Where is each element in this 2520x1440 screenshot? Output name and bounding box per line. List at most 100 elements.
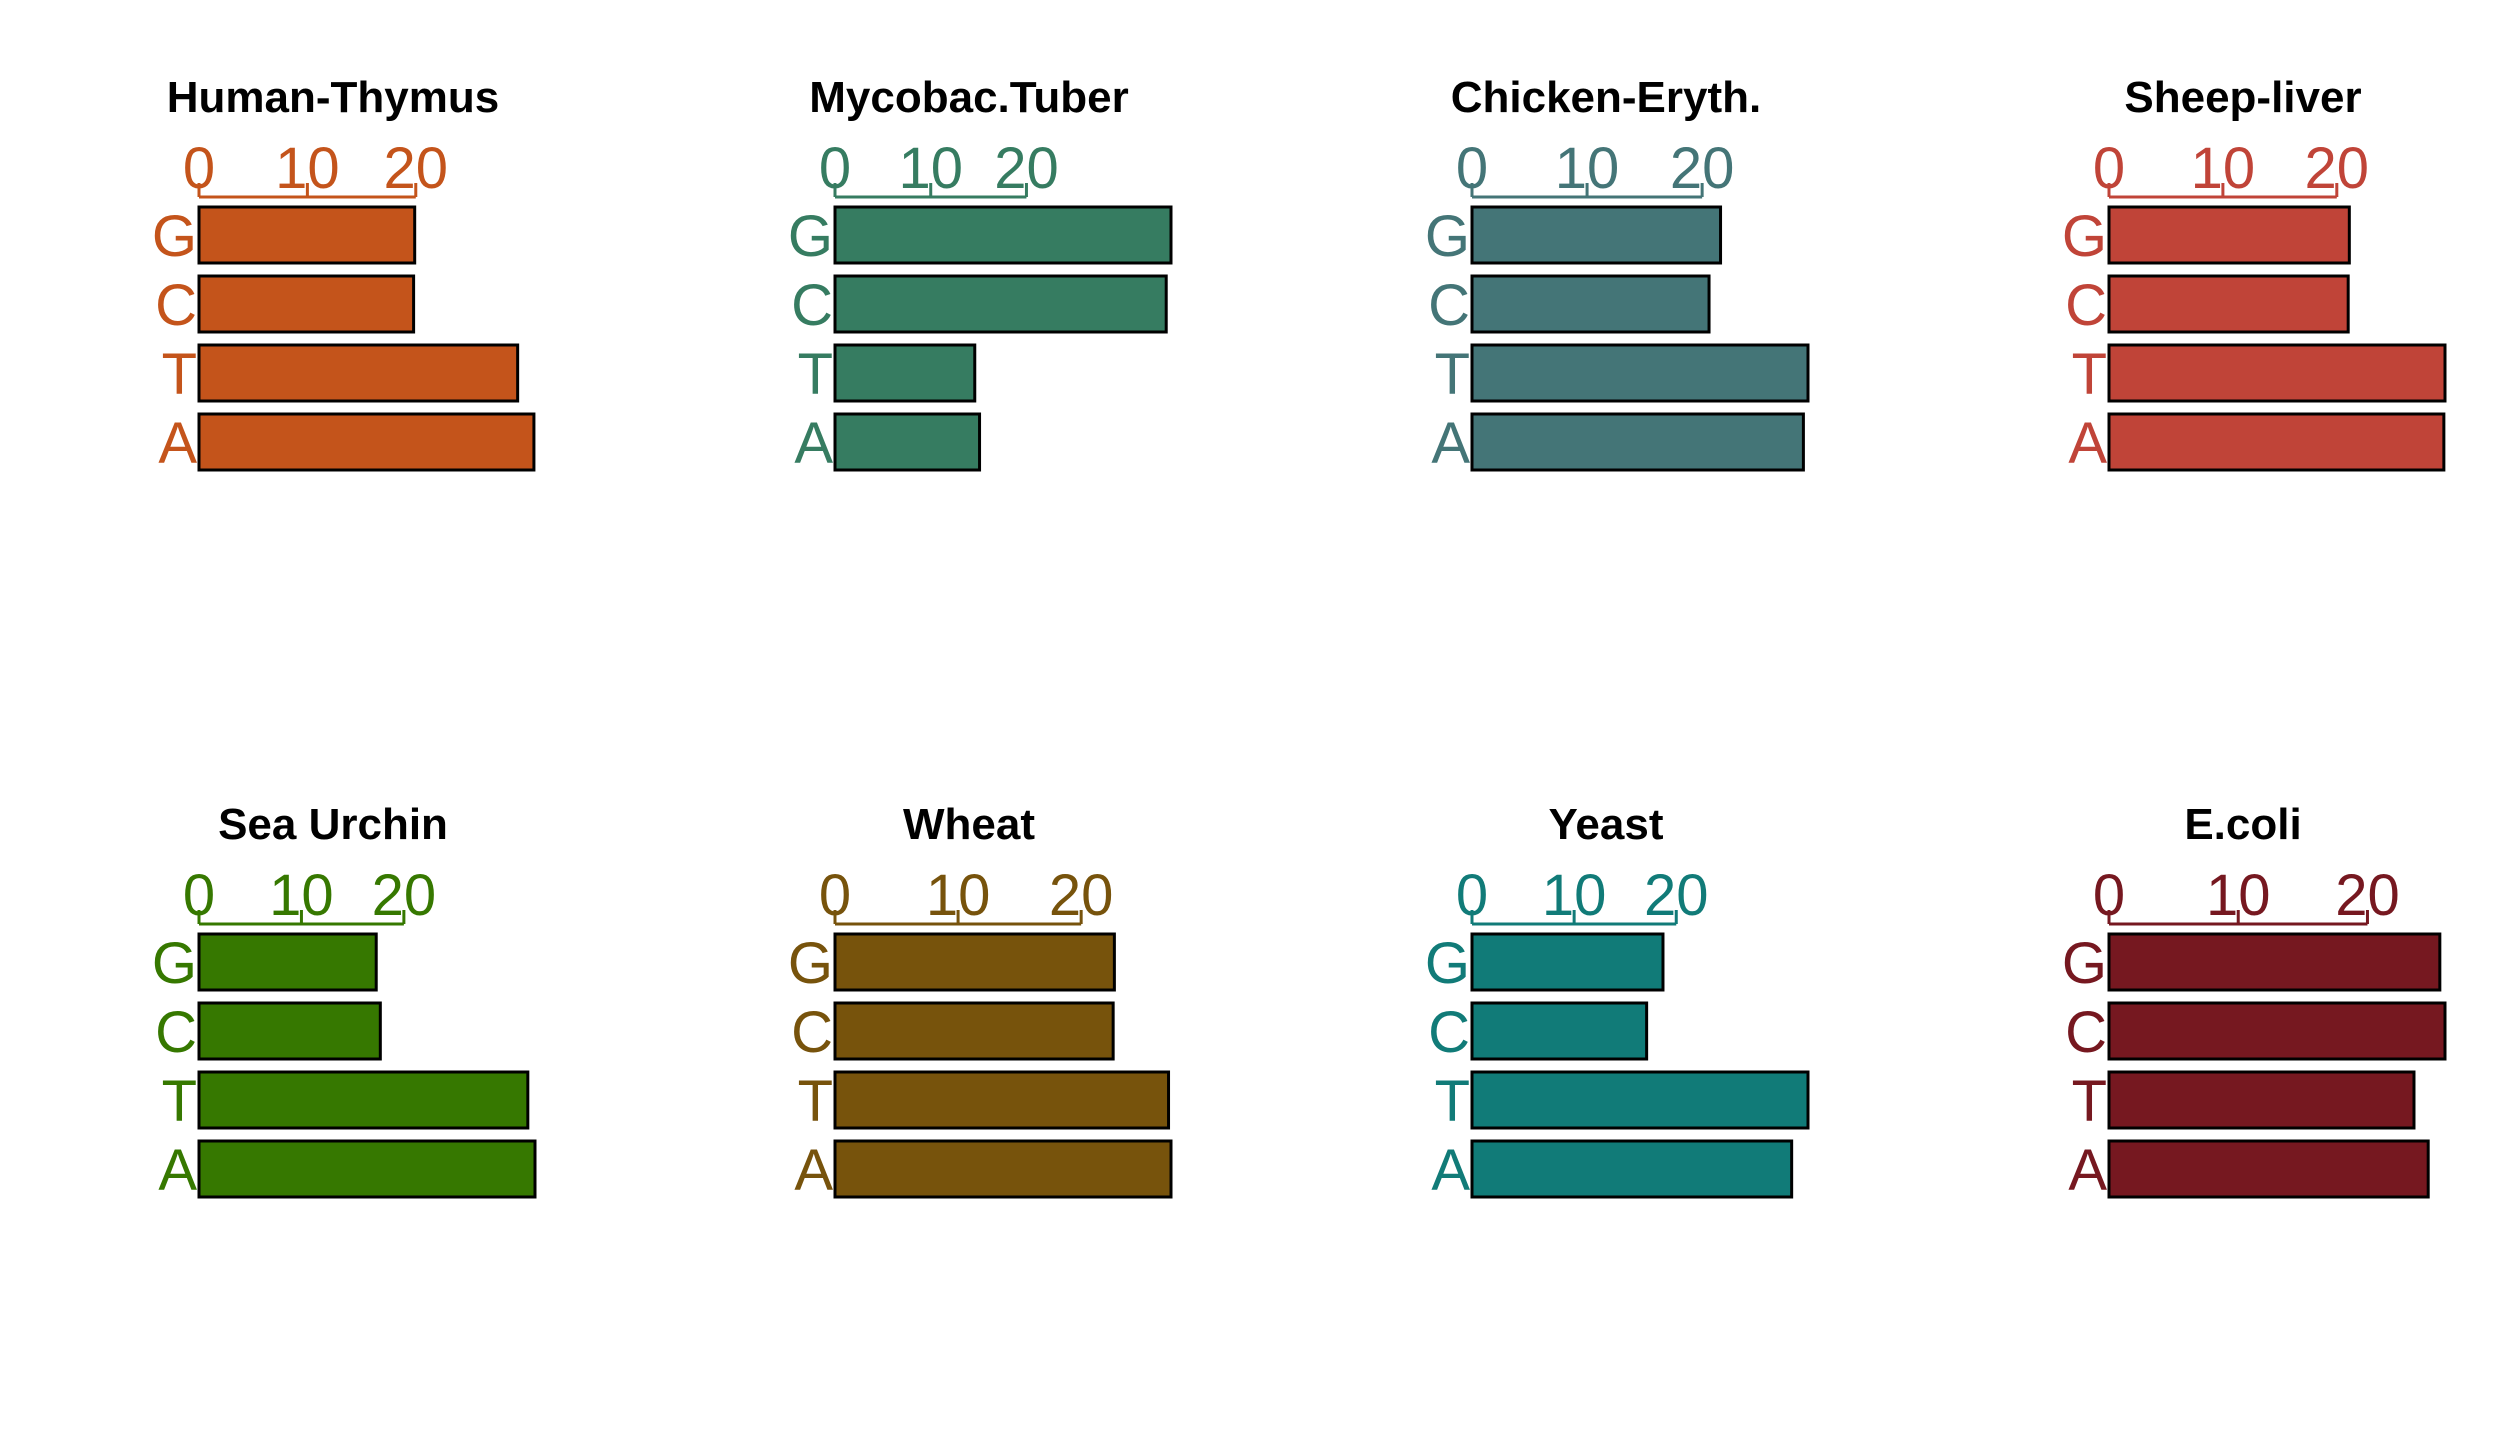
category-label: G bbox=[152, 931, 197, 996]
x-tick-label: 20 bbox=[994, 136, 1059, 201]
x-tick-label: 10 bbox=[2191, 136, 2256, 201]
x-tick-label: 0 bbox=[1456, 863, 1488, 928]
panel-title: Sheep-liver bbox=[2124, 73, 2361, 122]
bar bbox=[2107, 932, 2442, 992]
category-label: A bbox=[794, 1138, 833, 1203]
category-label: C bbox=[791, 273, 833, 338]
category-label: T bbox=[162, 342, 197, 407]
bar bbox=[2107, 412, 2446, 472]
bar bbox=[833, 1139, 1173, 1199]
category-label: A bbox=[1431, 1138, 1470, 1203]
category-label: T bbox=[798, 1069, 833, 1134]
bar bbox=[1470, 1070, 1810, 1130]
bar bbox=[197, 343, 520, 403]
panel-title: Wheat bbox=[903, 800, 1035, 849]
panel-title: Sea Urchin bbox=[218, 800, 448, 849]
bar bbox=[197, 1001, 382, 1061]
x-tick-label: 0 bbox=[2093, 136, 2125, 201]
category-label: A bbox=[794, 411, 833, 476]
bar bbox=[1470, 343, 1810, 403]
bar bbox=[833, 932, 1116, 992]
bar bbox=[1470, 205, 1723, 265]
bar bbox=[833, 1001, 1115, 1061]
panel-title: Mycobac.Tuber bbox=[809, 73, 1128, 122]
x-tick-label: 10 bbox=[275, 136, 340, 201]
category-label: A bbox=[2068, 1138, 2107, 1203]
x-tick-label: 0 bbox=[183, 863, 215, 928]
x-tick-label: 20 bbox=[2335, 863, 2400, 928]
category-label: A bbox=[2068, 411, 2107, 476]
x-tick-label: 10 bbox=[926, 863, 991, 928]
bar bbox=[833, 274, 1168, 334]
x-tick-label: 0 bbox=[1456, 136, 1488, 201]
bar bbox=[833, 343, 977, 403]
bar bbox=[833, 1070, 1171, 1130]
bar bbox=[833, 205, 1173, 265]
bar bbox=[1470, 412, 1805, 472]
x-tick-label: 10 bbox=[898, 136, 963, 201]
x-tick-label: 20 bbox=[372, 863, 437, 928]
x-tick-label: 20 bbox=[1670, 136, 1735, 201]
category-label: T bbox=[2072, 1069, 2107, 1134]
bar bbox=[1470, 932, 1665, 992]
category-label: G bbox=[2062, 204, 2107, 269]
bar bbox=[197, 205, 417, 265]
category-label: A bbox=[158, 411, 197, 476]
x-tick-label: 0 bbox=[183, 136, 215, 201]
bar bbox=[197, 412, 536, 472]
category-label: T bbox=[162, 1069, 197, 1134]
category-label: T bbox=[798, 342, 833, 407]
bar bbox=[1470, 1139, 1794, 1199]
category-label: T bbox=[2072, 342, 2107, 407]
category-label: G bbox=[1425, 204, 1470, 269]
bar bbox=[2107, 1139, 2430, 1199]
x-tick-label: 0 bbox=[2093, 863, 2125, 928]
x-tick-label: 0 bbox=[819, 863, 851, 928]
bar bbox=[197, 932, 378, 992]
bar bbox=[197, 274, 416, 334]
category-label: A bbox=[158, 1138, 197, 1203]
category-label: C bbox=[2065, 1000, 2107, 1065]
bar bbox=[2107, 343, 2447, 403]
bar bbox=[833, 412, 982, 472]
category-label: C bbox=[2065, 273, 2107, 338]
category-label: G bbox=[788, 204, 833, 269]
x-tick-label: 20 bbox=[2305, 136, 2370, 201]
bar bbox=[1470, 274, 1711, 334]
x-tick-label: 20 bbox=[384, 136, 449, 201]
category-label: C bbox=[1428, 1000, 1470, 1065]
bar bbox=[2107, 1070, 2416, 1130]
bar bbox=[2107, 1001, 2447, 1061]
x-tick-label: 20 bbox=[1049, 863, 1114, 928]
category-label: G bbox=[2062, 931, 2107, 996]
x-tick-label: 20 bbox=[1644, 863, 1709, 928]
bar bbox=[1470, 1001, 1649, 1061]
category-label: G bbox=[152, 204, 197, 269]
panel-title: Human-Thymus bbox=[167, 73, 499, 122]
category-label: C bbox=[1428, 273, 1470, 338]
bar bbox=[197, 1070, 530, 1130]
bar bbox=[2107, 274, 2350, 334]
bar bbox=[197, 1139, 537, 1199]
x-tick-label: 10 bbox=[1555, 136, 1620, 201]
x-tick-label: 10 bbox=[2206, 863, 2271, 928]
bar bbox=[2107, 205, 2351, 265]
x-tick-label: 10 bbox=[1542, 863, 1607, 928]
category-label: C bbox=[155, 1000, 197, 1065]
category-label: C bbox=[791, 1000, 833, 1065]
panel-title: Yeast bbox=[1549, 800, 1664, 849]
category-label: A bbox=[1431, 411, 1470, 476]
x-tick-label: 10 bbox=[269, 863, 334, 928]
category-label: T bbox=[1435, 342, 1470, 407]
category-label: G bbox=[1425, 931, 1470, 996]
panel-title: Chicken-Eryth. bbox=[1451, 73, 1762, 122]
